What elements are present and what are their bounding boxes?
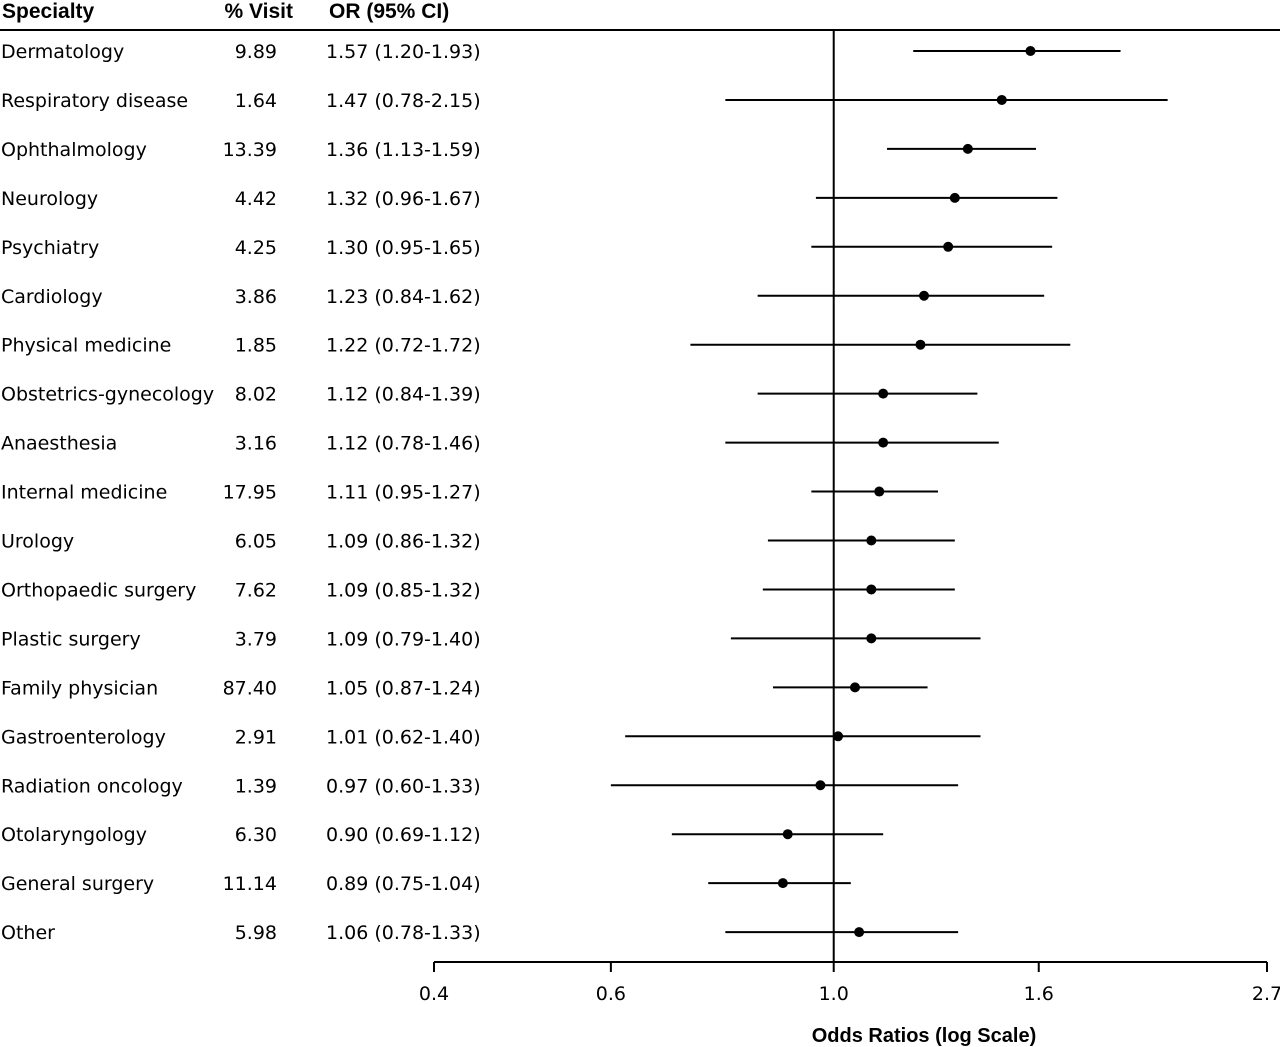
- header-or-ci: OR (95% CI): [329, 0, 449, 23]
- row-visit-value: 4.42: [235, 188, 277, 210]
- row-visit-value: 1.85: [235, 335, 277, 357]
- row-visit-value: 2.91: [235, 726, 277, 748]
- x-tick-label: 0.4: [419, 983, 449, 1005]
- row-visit-value: 5.98: [235, 922, 277, 944]
- or-point: [943, 241, 954, 252]
- row-specialty-label: Ophthalmology: [1, 139, 147, 161]
- or-point: [874, 486, 885, 497]
- row-visit-value: 13.39: [223, 139, 277, 161]
- row-or-ci-text: 1.09 (0.85-1.32): [326, 579, 481, 601]
- row-or-ci-text: 1.47 (0.78-2.15): [326, 90, 481, 112]
- row-visit-value: 1.39: [235, 775, 277, 797]
- or-point: [777, 878, 788, 889]
- or-point: [919, 290, 930, 301]
- row-specialty-label: Obstetrics-gynecology: [1, 384, 214, 406]
- x-axis: 0.4 0.6 1.0 1.6 2.7: [419, 961, 1280, 1005]
- plot-area: [610, 31, 1168, 962]
- row-visit-value: 3.79: [235, 628, 277, 650]
- x-axis-label: Odds Ratios (log Scale): [812, 1025, 1036, 1047]
- table-rows: Dermatology 9.89 1.57 (1.20-1.93) Respirato…: [1, 41, 481, 944]
- row-specialty-label: Psychiatry: [1, 237, 99, 259]
- row-or-ci-text: 1.57 (1.20-1.93): [326, 41, 481, 63]
- or-point: [782, 829, 793, 840]
- x-tick-label: 1.6: [1024, 983, 1054, 1005]
- or-point: [949, 192, 960, 203]
- row-or-ci-text: 1.22 (0.72-1.72): [326, 335, 481, 357]
- or-point: [854, 927, 865, 938]
- row-visit-value: 3.16: [235, 433, 277, 455]
- row-specialty-label: Plastic surgery: [1, 628, 141, 650]
- row-or-ci-text: 1.06 (0.78-1.33): [326, 922, 481, 944]
- row-visit-value: 3.86: [235, 286, 277, 308]
- row-visit-value: 6.05: [235, 531, 277, 553]
- or-point: [996, 94, 1007, 105]
- row-visit-value: 1.64: [235, 90, 277, 112]
- or-point: [962, 143, 973, 154]
- row-or-ci-text: 1.12 (0.78-1.46): [326, 433, 481, 455]
- row-or-ci-text: 1.23 (0.84-1.62): [326, 286, 481, 308]
- row-or-ci-text: 1.30 (0.95-1.65): [326, 237, 481, 259]
- row-specialty-label: Dermatology: [1, 41, 124, 63]
- row-visit-value: 17.95: [223, 482, 277, 504]
- row-visit-value: 4.25: [235, 237, 277, 259]
- row-or-ci-text: 1.05 (0.87-1.24): [326, 677, 481, 699]
- row-or-ci-text: 1.09 (0.86-1.32): [326, 531, 481, 553]
- x-tick-label: 2.7: [1252, 983, 1280, 1005]
- row-visit-value: 11.14: [223, 873, 277, 895]
- or-point: [866, 535, 877, 546]
- row-specialty-label: Orthopaedic surgery: [1, 579, 196, 601]
- row-specialty-label: Respiratory disease: [1, 90, 188, 112]
- or-point: [878, 388, 889, 399]
- header-visit: % Visit: [225, 0, 293, 23]
- x-tick-label: 0.6: [596, 983, 626, 1005]
- row-or-ci-text: 1.12 (0.84-1.39): [326, 384, 481, 406]
- or-point: [815, 780, 826, 791]
- row-or-ci-text: 0.90 (0.69-1.12): [326, 824, 481, 846]
- row-or-ci-text: 1.01 (0.62-1.40): [326, 726, 481, 748]
- column-headers: Specialty % Visit OR (95% CI): [2, 0, 449, 23]
- or-point: [878, 437, 889, 448]
- row-specialty-label: Radiation oncology: [1, 775, 183, 797]
- row-or-ci-text: 0.89 (0.75-1.04): [326, 873, 481, 895]
- row-specialty-label: Otolaryngology: [1, 824, 147, 846]
- row-specialty-label: Gastroenterology: [1, 726, 166, 748]
- or-point: [849, 682, 860, 693]
- row-visit-value: 6.30: [235, 824, 277, 846]
- row-or-ci-text: 1.32 (0.96-1.67): [326, 188, 481, 210]
- row-or-ci-text: 1.09 (0.79-1.40): [326, 628, 481, 650]
- row-visit-value: 8.02: [235, 384, 277, 406]
- row-visit-value: 7.62: [235, 579, 277, 601]
- or-point: [866, 633, 877, 644]
- row-or-ci-text: 1.36 (1.13-1.59): [326, 139, 481, 161]
- or-point: [1025, 46, 1036, 56]
- row-specialty-label: Physical medicine: [1, 335, 171, 357]
- row-specialty-label: Cardiology: [1, 286, 103, 308]
- row-specialty-label: General surgery: [1, 873, 154, 895]
- row-specialty-label: Internal medicine: [1, 482, 167, 504]
- or-point: [915, 339, 926, 350]
- row-specialty-label: Neurology: [1, 188, 98, 210]
- x-tick-label: 1.0: [819, 983, 849, 1005]
- row-specialty-label: Family physician: [1, 677, 158, 699]
- row-specialty-label: Anaesthesia: [1, 433, 117, 455]
- row-or-ci-text: 1.11 (0.95-1.27): [326, 482, 481, 504]
- row-specialty-label: Other: [1, 922, 55, 944]
- row-specialty-label: Urology: [1, 531, 74, 553]
- or-point: [866, 584, 877, 595]
- or-point: [833, 731, 844, 742]
- row-visit-value: 87.40: [223, 677, 277, 699]
- row-visit-value: 9.89: [235, 41, 277, 63]
- row-or-ci-text: 0.97 (0.60-1.33): [326, 775, 481, 797]
- header-specialty: Specialty: [2, 0, 95, 23]
